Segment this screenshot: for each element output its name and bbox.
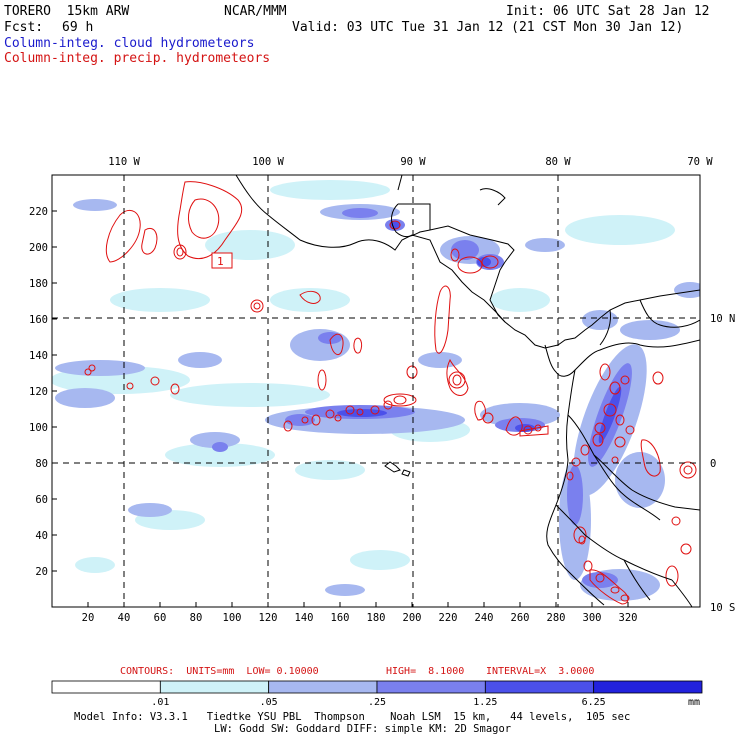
x-tick-label: 240 — [475, 612, 494, 624]
precip-contours — [84, 181, 697, 605]
longitude-label: 80 W — [545, 156, 571, 168]
x-tick-label: 220 — [439, 612, 458, 624]
x-tick-label: 260 — [511, 612, 530, 624]
graticule — [52, 175, 700, 607]
colorbar-segment — [593, 680, 703, 694]
colorbar-unit: mm — [688, 697, 700, 708]
latitude-label: 0 — [710, 458, 716, 470]
latitude-label: 10 N — [710, 313, 735, 325]
x-tick-label: 280 — [547, 612, 566, 624]
forecast-hour: 69 h — [62, 20, 94, 35]
coastlines — [235, 175, 700, 607]
contours-interval: INTERVAL=X 3.0000 — [486, 666, 595, 677]
colorbar-segment — [51, 680, 161, 694]
y-tick-label: 100 — [29, 422, 48, 434]
y-tick-label: 20 — [35, 566, 48, 578]
contours-high: HIGH= 8.1000 — [386, 666, 465, 677]
model-info: Model Info: V3.3.1 Tiedtke YSU PBL Thomp… — [74, 711, 631, 723]
contours-units: CONTOURS: UNITS=mm LOW= 0.10000 — [120, 666, 319, 677]
colorbar-label: .05 — [260, 697, 278, 708]
colorbar-label: 1.25 — [473, 697, 497, 708]
longitude-label: 110 W — [108, 156, 140, 168]
x-tick-label: 200 — [403, 612, 422, 624]
init-time: Init: 06 UTC Sat 28 Jan 12 — [506, 4, 710, 19]
y-tick-label: 40 — [35, 530, 48, 542]
x-tick-label: 160 — [331, 612, 350, 624]
y-tick-label: 140 — [29, 350, 48, 362]
field-precip-title: Column-integ. precip. hydrometeors — [4, 51, 271, 66]
x-tick-label: 300 — [583, 612, 602, 624]
y-tick-label: 160 — [29, 314, 48, 326]
y-tick-label: 180 — [29, 278, 48, 290]
model-physics: LW: Godd SW: Goddard DIFF: simple KM: 2D… — [214, 723, 512, 735]
y-tick-label: 220 — [29, 206, 48, 218]
x-tick-label: 320 — [619, 612, 638, 624]
x-tick-label: 60 — [154, 612, 167, 624]
x-tick-label: 140 — [295, 612, 314, 624]
y-tick-label: 120 — [29, 386, 48, 398]
x-tick-label: 120 — [259, 612, 278, 624]
field-cloud-title: Column-integ. cloud hydrometeors — [4, 36, 255, 51]
model-title: TORERO 15km ARW — [4, 4, 130, 19]
cloud-field-light — [52, 180, 675, 573]
contour-label-box — [211, 252, 233, 269]
colorbar-segment — [268, 680, 378, 694]
valid-time: Valid: 03 UTC Tue 31 Jan 12 (21 CST Mon … — [292, 20, 684, 35]
x-tick-label: 20 — [82, 612, 95, 624]
x-tick-label: 100 — [223, 612, 242, 624]
colorbar-label: 6.25 — [582, 697, 606, 708]
colorbar-label: .25 — [368, 697, 386, 708]
colorbar-segment — [484, 680, 595, 694]
colorbar-segment — [159, 680, 270, 694]
latitude-label: 10 S — [710, 602, 735, 614]
longitude-label: 90 W — [400, 156, 426, 168]
x-tick-label: 180 — [367, 612, 386, 624]
y-tick-label: 60 — [35, 494, 48, 506]
contour-label: 1 — [217, 255, 224, 268]
org-label: NCAR/MMM — [224, 4, 287, 19]
y-tick-label: 80 — [35, 458, 48, 470]
longitude-label: 70 W — [687, 156, 713, 168]
colorbar-label: .01 — [151, 697, 169, 708]
colorbar-segment — [376, 680, 486, 694]
colorbar: .01 .05 .25 1.25 6.25 mm — [51, 680, 703, 708]
x-tick-label: 40 — [118, 612, 131, 624]
y-tick-label: 200 — [29, 242, 48, 254]
forecast-label: Fcst: — [4, 20, 44, 35]
x-tick-label: 80 — [190, 612, 203, 624]
longitude-label: 100 W — [252, 156, 284, 168]
